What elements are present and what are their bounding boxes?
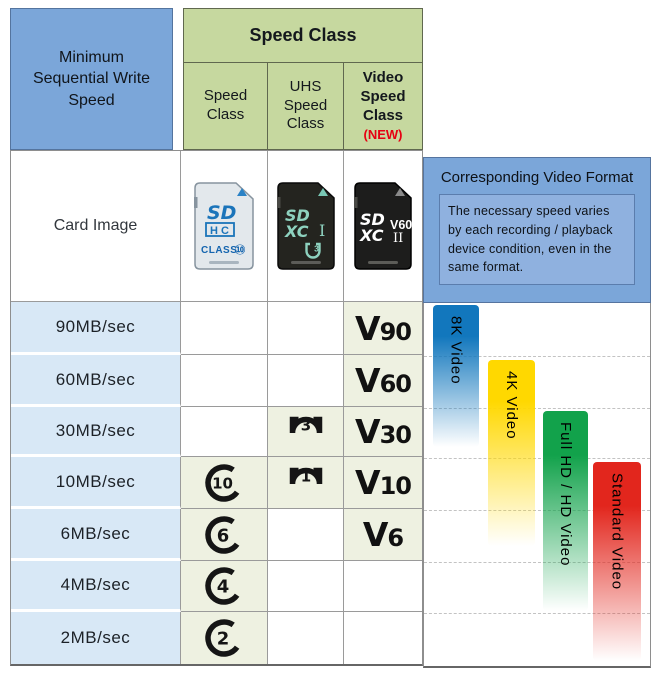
row-label-30mb: 30MB/sec <box>11 407 181 457</box>
bar-label-8k: 8K Video <box>447 316 465 385</box>
sd-logo-text: SD <box>285 206 310 225</box>
cell-10-uhs: 1 <box>268 457 344 509</box>
sdxc-uhs1-card-cell: SD XC I 3 <box>268 151 344 302</box>
video-speed-class-label: Video Speed Class <box>360 69 406 124</box>
svg-text:3: 3 <box>300 416 310 434</box>
column-header-uhs-speed-class: UHS Speed Class <box>268 63 344 149</box>
video-format-title: Corresponding Video Format <box>440 169 634 186</box>
cell-4-uhs-empty <box>268 561 344 612</box>
cell-2-speedclass: 2 <box>181 612 268 664</box>
sdxc-uhs2-v60-card-image: SD XC V60 II <box>354 182 412 270</box>
new-badge: (NEW) <box>363 126 403 142</box>
video-format-note: The necessary speed varies by each recor… <box>439 194 635 285</box>
bar-standard-video: Standard Video <box>593 462 641 661</box>
row-label-6mb: 6MB/sec <box>11 509 181 561</box>
cell-30-speedclass-empty <box>181 407 268 457</box>
cell-90-uhs-empty <box>268 302 344 355</box>
gridline <box>424 408 650 409</box>
cell-6-video: V6 <box>344 509 422 561</box>
gridline <box>424 458 650 459</box>
row-label-2mb: 2MB/sec <box>11 612 181 664</box>
speed-class-group-title: Speed Class <box>184 9 422 63</box>
cell-6-speedclass: 6 <box>181 509 268 561</box>
cell-2-uhs-empty <box>268 612 344 664</box>
cell-10-speedclass: 10 <box>181 457 268 509</box>
v60-mark: V60 <box>390 218 412 232</box>
bar-4k-video: 4K Video <box>488 360 535 546</box>
u1-symbol: 1 <box>289 467 322 485</box>
row-label-60mb: 60MB/sec <box>11 355 181 407</box>
bar-label-4k: 4K Video <box>503 371 520 440</box>
column-header-video-speed-class: Video Speed Class (NEW) <box>344 63 422 149</box>
row-label-10mb: 10MB/sec <box>11 457 181 509</box>
cell-2-video-empty <box>344 612 422 664</box>
cell-30-video: V30 <box>344 407 422 457</box>
bar-8k-video: 8K Video <box>433 305 479 447</box>
bar-label-full-hd: Full HD / HD Video <box>557 422 574 567</box>
cell-30-uhs: 3 <box>268 407 344 457</box>
class4-symbol: 4 <box>205 567 240 605</box>
class10-symbol: 10 <box>205 463 240 502</box>
cell-4-speedclass: 4 <box>181 561 268 612</box>
bar-label-standard: Standard Video <box>608 473 626 591</box>
gridline <box>424 562 650 563</box>
class-label-text: CLASS <box>201 245 237 256</box>
xc-logo-text: XC <box>359 226 384 245</box>
uhs1-bus-mark: I <box>319 221 325 240</box>
svg-text:2: 2 <box>217 629 230 650</box>
cell-90-speedclass-empty <box>181 302 268 355</box>
gridline <box>424 356 650 357</box>
u3-symbol <box>304 242 321 259</box>
card-image-row-label: Card Image <box>11 151 181 302</box>
hc-logo-text: HC <box>210 225 232 237</box>
cell-90-video: V90 <box>344 302 422 355</box>
class6-symbol: 6 <box>205 515 240 554</box>
cell-4-video-empty <box>344 561 422 612</box>
class10-circle-mark: ⑩ <box>234 242 246 258</box>
sdxc-uhs1-u3-card-image: SD XC I 3 <box>276 182 335 270</box>
bar-full-hd-video: Full HD / HD Video <box>543 411 588 611</box>
v6-symbol: V6 <box>362 515 404 554</box>
class2-symbol: 2 <box>205 619 240 657</box>
sd-logo-text: SD <box>207 202 236 224</box>
v90-symbol: V90 <box>355 308 412 348</box>
row-label-90mb: 90MB/sec <box>11 302 181 355</box>
u3-number: 3 <box>314 244 319 254</box>
speed-class-subheaders: Speed Class UHS Speed Class Video Speed … <box>184 63 422 149</box>
cell-6-uhs-empty <box>268 509 344 561</box>
cell-60-video: V60 <box>344 355 422 407</box>
svg-text:4: 4 <box>217 577 230 598</box>
cell-60-speedclass-empty <box>181 355 268 407</box>
video-format-panel-header: Corresponding Video Format The necessary… <box>423 157 651 303</box>
speed-class-header-group: Speed Class Speed Class UHS Speed Class … <box>183 8 423 150</box>
u3-symbol: 3 <box>289 416 322 434</box>
gridline <box>424 613 650 614</box>
row-label-4mb: 4MB/sec <box>11 561 181 612</box>
speed-class-table: Card Image SD HC CLASS ⑩ SD XC I <box>10 150 423 666</box>
cell-10-video: V10 <box>344 457 422 509</box>
sdhc-class10-card-image: SD HC CLASS ⑩ <box>194 182 254 270</box>
svg-text:1: 1 <box>300 467 310 485</box>
column-header-speed-class: Speed Class <box>184 63 268 149</box>
video-format-chart: 8K Video 4K Video Full HD / HD Video Sta… <box>423 303 651 668</box>
gridline <box>424 510 650 511</box>
min-write-speed-label: Minimum Sequential Write Speed <box>32 48 151 109</box>
svg-text:6: 6 <box>217 525 230 546</box>
sd-logo-text: SD <box>360 210 385 229</box>
uhs2-bus-mark: II <box>393 231 403 246</box>
xc-logo-text: XC <box>284 222 309 241</box>
sdxc-uhs2-card-cell: SD XC V60 II <box>344 151 422 302</box>
v10-symbol: V10 <box>355 463 412 502</box>
v30-symbol: V30 <box>355 412 412 451</box>
svg-text:10: 10 <box>212 474 233 492</box>
min-write-speed-header: Minimum Sequential Write Speed <box>10 8 173 150</box>
sdhc-card-cell: SD HC CLASS ⑩ <box>181 151 268 302</box>
cell-60-uhs-empty <box>268 355 344 407</box>
v60-symbol: V60 <box>355 361 412 400</box>
